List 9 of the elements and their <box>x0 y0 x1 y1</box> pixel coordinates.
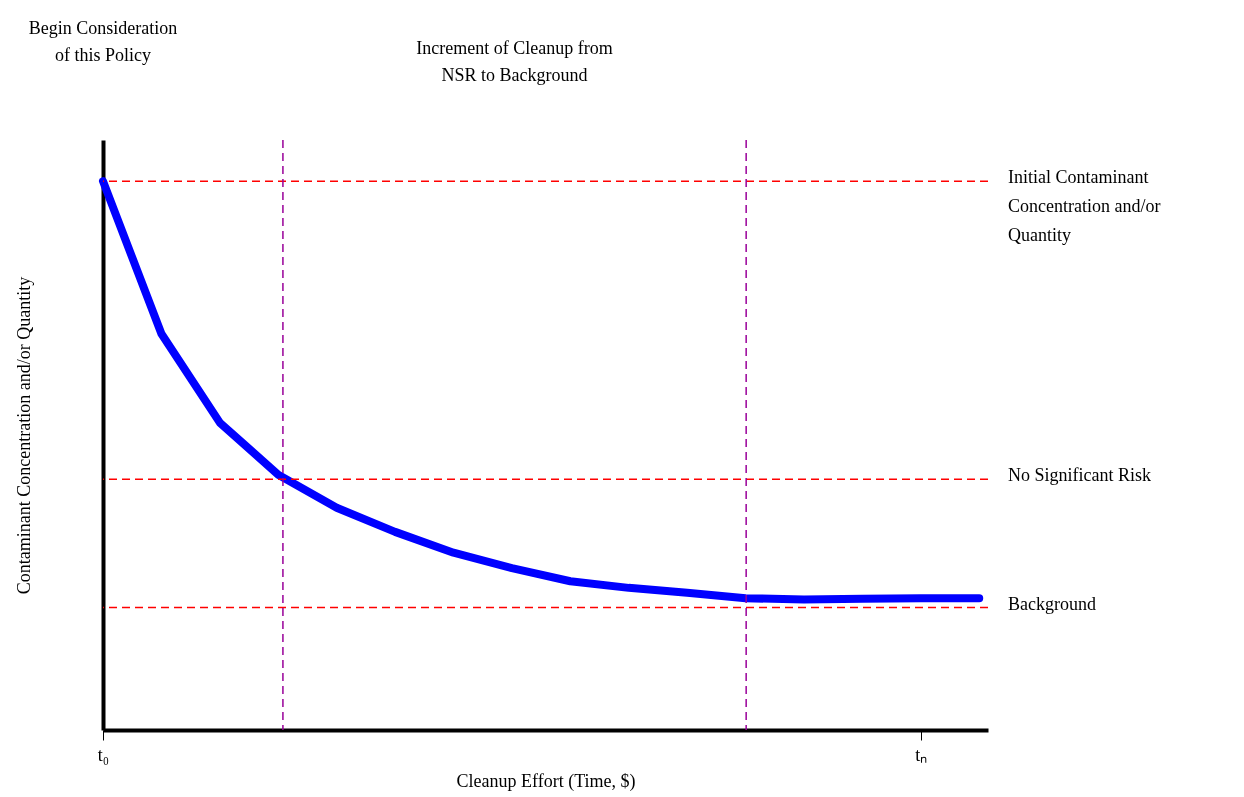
x-tick-label: tₙ <box>915 744 928 765</box>
text: Increment of Cleanup from NSR to Background <box>416 38 613 85</box>
ref-line-label: Background <box>1008 593 1096 614</box>
x-axis-title: Cleanup Effort (Time, $) <box>456 770 636 792</box>
x-tick-label: t₀ <box>97 744 110 765</box>
ref-line-label: Initial Contaminant Concentration and/or Quantity <box>1008 167 1161 246</box>
y-axis-title: Contaminant Concentration and/or Quantity <box>13 276 34 595</box>
text: Begin Consideration of this Policy <box>28 18 178 65</box>
ref-line-label: No Significant Risk <box>1008 465 1151 486</box>
